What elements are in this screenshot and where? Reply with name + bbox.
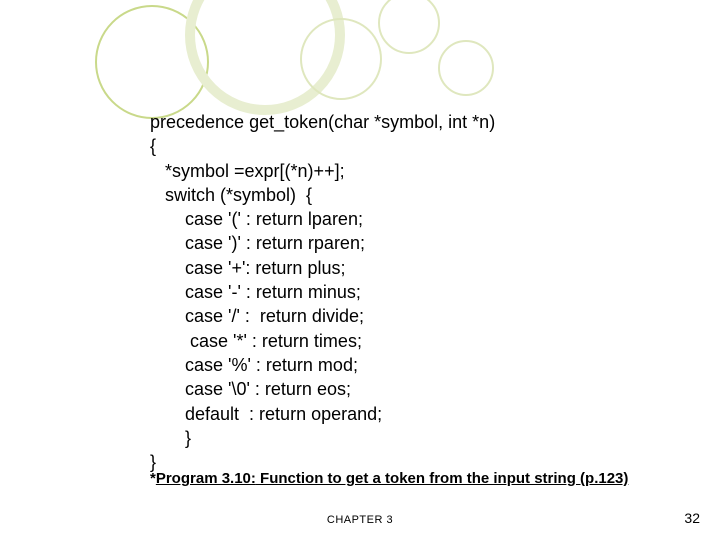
- code-line: *symbol =expr[(*n)++];: [150, 161, 345, 181]
- deco-circle-4: [378, 0, 440, 54]
- code-line: case '-' : return minus;: [150, 282, 361, 302]
- code-line: switch (*symbol) {: [150, 185, 312, 205]
- caption: *Program 3.10: Function to get a token f…: [150, 470, 628, 487]
- code-line: case ')' : return rparen;: [150, 233, 365, 253]
- code-line: precedence get_token(char *symbol, int *…: [150, 112, 495, 132]
- deco-circle-5: [438, 40, 494, 96]
- code-line: {: [150, 136, 156, 156]
- caption-rest: Function to get a token from the input s…: [256, 470, 629, 487]
- footer-chapter: CHAPTER 3: [0, 514, 720, 526]
- code-line: }: [150, 428, 191, 448]
- deco-circle-3: [300, 18, 382, 100]
- footer-page-number: 32: [684, 510, 700, 526]
- code-line: case '%' : return mod;: [150, 355, 358, 375]
- code-line: case '*' : return times;: [150, 331, 362, 351]
- code-block: precedence get_token(char *symbol, int *…: [150, 110, 495, 474]
- code-line: case '+': return plus;: [150, 258, 345, 278]
- code-line: case '/' : return divide;: [150, 306, 364, 326]
- code-line: case '(' : return lparen;: [150, 209, 363, 229]
- code-line: default : return operand;: [150, 404, 382, 424]
- code-line: case '\0' : return eos;: [150, 379, 351, 399]
- caption-title: Program 3.10:: [156, 470, 256, 487]
